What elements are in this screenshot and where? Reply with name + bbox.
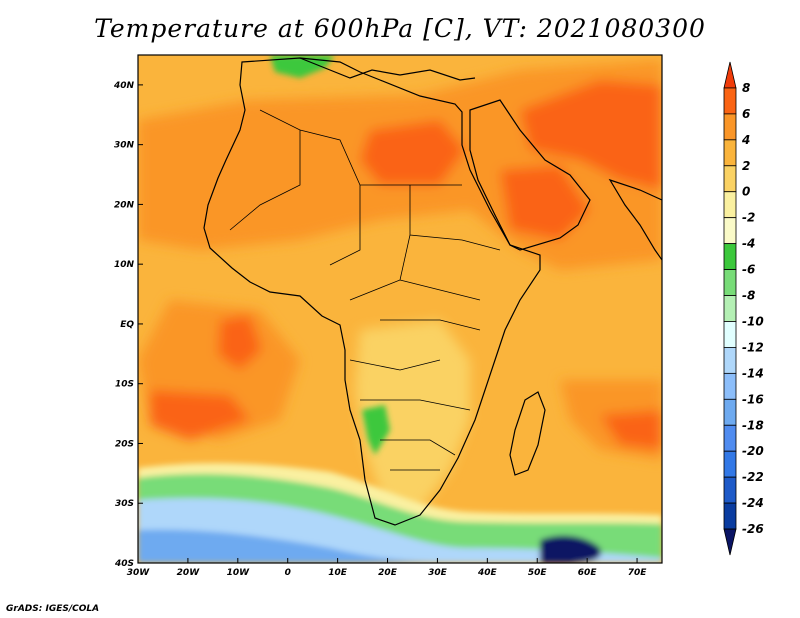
colorbar-label: -8 (742, 289, 755, 303)
colorbar-label: 6 (742, 107, 750, 121)
border-lines (229, 109, 501, 471)
colorbar-label: 8 (742, 81, 750, 95)
colorbar-label: -26 (742, 522, 764, 536)
colorbar-label: -16 (742, 392, 764, 406)
lat-tick-label: 20N (114, 200, 135, 210)
colorbar-swatch (723, 295, 737, 322)
lon-tick-label: 30E (428, 568, 448, 578)
colorbar-label: -18 (742, 418, 764, 432)
colorbar-label: -10 (742, 314, 764, 328)
colorbar: 8 6 4 2 0 -2 -4 -6 -8 -10 -12 -14 -16 -18 -20 -22 -24 -26 (723, 61, 764, 556)
cold-band-blue (138, 529, 470, 563)
lon-tick-label: 10W (227, 568, 251, 578)
colorbar-swatch (723, 269, 737, 296)
lat-tick-label: 30S (115, 499, 134, 509)
lon-tick-label: 0 (285, 568, 291, 578)
colorbar-swatch (723, 87, 737, 115)
mild-region-southern-africa (355, 320, 470, 510)
colorbar-label: -4 (742, 237, 755, 251)
lat-tick-label: 40N (113, 81, 135, 91)
latitude-ticks: 40S 30S 20S 10S EQ 10N 20N 30N 40N (113, 81, 143, 569)
temperature-field (138, 55, 662, 563)
colorbar-swatch (723, 528, 737, 556)
colorbar-label: 0 (742, 185, 750, 199)
colorbar-swatch (723, 61, 737, 89)
hot-core-atlantic (150, 390, 250, 440)
lon-tick-label: 70E (628, 568, 648, 578)
lat-tick-label: 20S (115, 439, 134, 449)
colorbar-swatch (723, 165, 737, 193)
india-coastline (608, 178, 662, 262)
lon-tick-label: 10E (328, 568, 348, 578)
hot-core-libya (360, 120, 465, 185)
hot-core-west (218, 315, 262, 370)
colorbar-label: -20 (742, 444, 764, 458)
hot-core-arabia (500, 165, 590, 240)
colorbar-label: 4 (741, 133, 750, 147)
colorbar-swatch (723, 321, 737, 348)
colorbar-swatch (723, 191, 737, 219)
lat-tick-label: 10N (114, 260, 135, 270)
cold-patch-angola (362, 405, 390, 455)
coastlines (203, 57, 662, 526)
hot-core-iran (520, 80, 662, 190)
hot-core-indian (600, 410, 662, 450)
lon-tick-label: 20E (378, 568, 398, 578)
lon-tick-label: 50E (528, 568, 548, 578)
colorbar-label: -22 (742, 470, 764, 484)
longitude-ticks: 30W 20W 10W 0 10E 20E 30E 40E 50E 60E 70E (127, 558, 647, 578)
lat-tick-label: 30N (114, 141, 135, 151)
colorbar-swatch (723, 450, 737, 478)
colorbar-label: -2 (742, 211, 755, 225)
country-borders (229, 109, 501, 471)
colorbar-swatch (723, 243, 737, 270)
madagascar-coastline (509, 391, 546, 476)
cold-patch-europe (270, 55, 335, 78)
colorbar-swatch (723, 347, 737, 374)
mediterranean-coastline (299, 57, 476, 81)
colorbar-swatch (723, 372, 737, 400)
colorbar-label: -24 (742, 496, 764, 510)
lon-tick-label: 20W (177, 568, 201, 578)
colorbar-swatch (723, 424, 737, 452)
lon-tick-label: 60E (578, 568, 598, 578)
colorbar-label: -12 (742, 340, 764, 354)
colorbar-label: 2 (742, 159, 750, 173)
lat-tick-label: 10S (115, 380, 134, 390)
colorbar-label: -6 (742, 263, 755, 277)
plot-frame (137, 54, 663, 564)
arabia-coastline (469, 99, 591, 251)
africa-coastline (203, 57, 541, 526)
lon-tick-label: 30W (127, 568, 151, 578)
grads-credit: GrADS: IGES/COLA (6, 604, 100, 614)
colorbar-swatch (723, 476, 737, 504)
colorbar-swatch (723, 217, 737, 245)
colorbar-label: -14 (742, 366, 764, 380)
colorbar-swatch (723, 139, 737, 167)
colorbar-swatch (723, 113, 737, 141)
lon-tick-label: 40E (477, 568, 498, 578)
colorbar-swatch (723, 502, 737, 530)
colorbar-swatch (723, 398, 737, 426)
lat-tick-label: EQ (120, 320, 134, 330)
map-title: Temperature at 600hPa [C], VT: 202108030… (94, 14, 706, 43)
lat-tick-label: 40S (114, 559, 134, 569)
cold-core-navy (540, 535, 601, 563)
